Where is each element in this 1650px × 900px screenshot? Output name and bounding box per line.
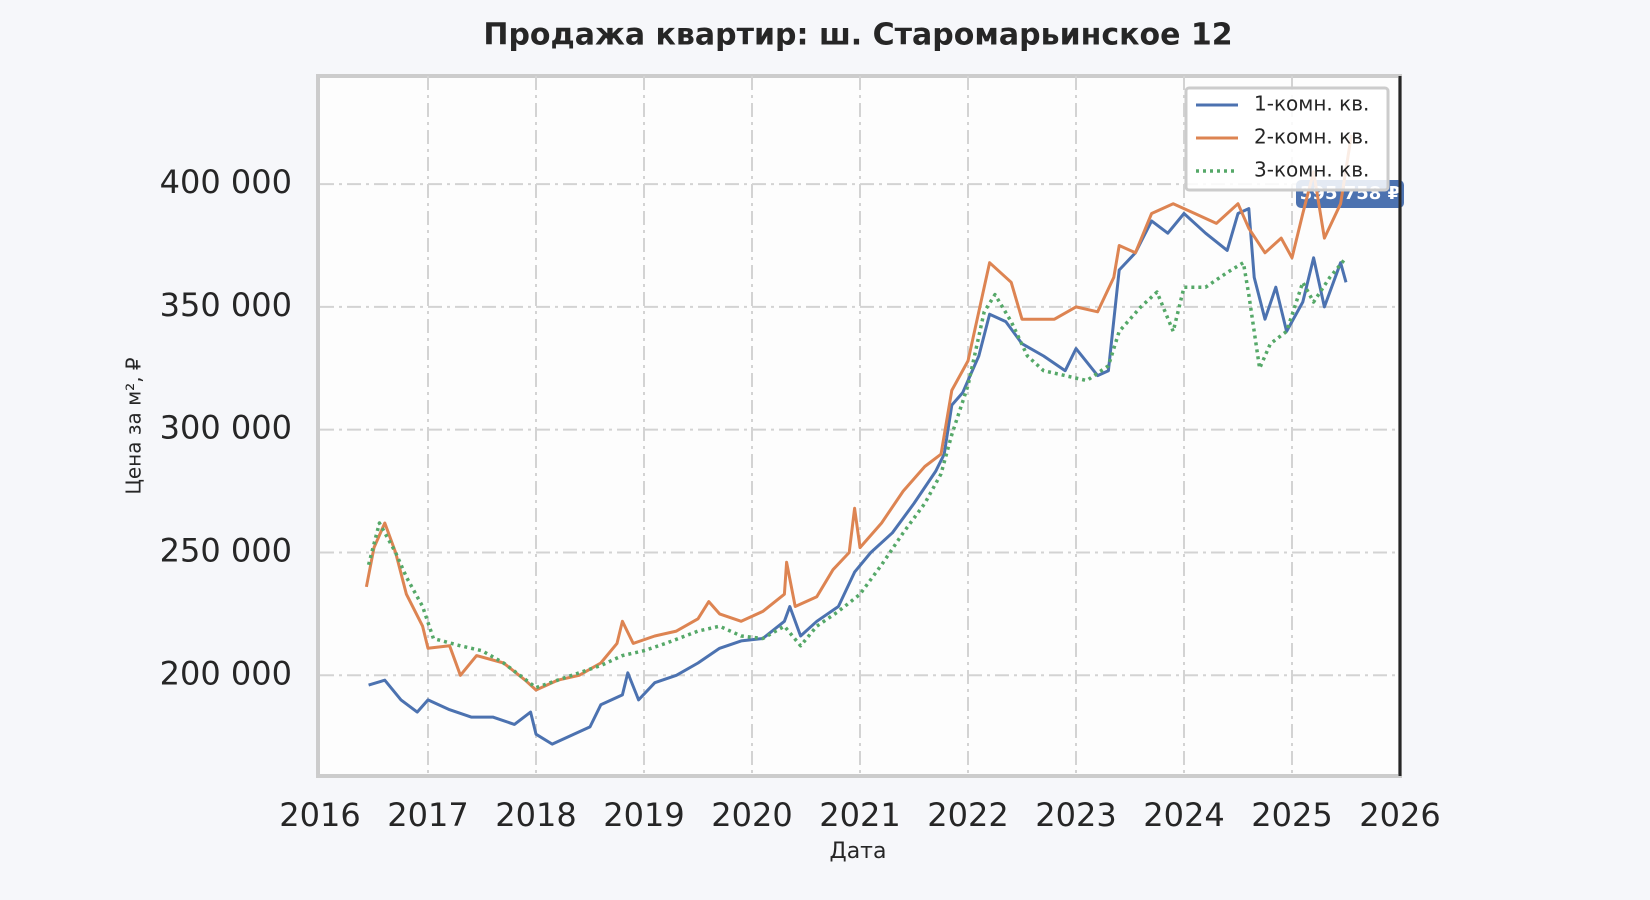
x-axis-label: Дата	[830, 839, 887, 864]
y-tick-label: 400 000	[160, 163, 292, 201]
y-tick-label: 250 000	[160, 531, 292, 569]
x-tick-label: 2020	[711, 796, 792, 834]
y-tick-label: 200 000	[160, 654, 292, 692]
x-tick-label: 2016	[279, 796, 360, 834]
legend-label: 2-комн. кв.	[1254, 125, 1369, 149]
chart-title: Продажа квартир: ш. Старомарьинское 12	[483, 18, 1232, 53]
legend-label: 1-комн. кв.	[1254, 92, 1369, 116]
x-tick-label: 2024	[1143, 796, 1224, 834]
x-tick-label: 2018	[495, 796, 576, 834]
y-tick-label: 350 000	[160, 286, 292, 324]
x-tick-label: 2023	[1035, 796, 1116, 834]
y-tick-label: 300 000	[160, 409, 292, 447]
legend-label: 3-комн. кв.	[1254, 158, 1369, 182]
x-tick-label: 2026	[1359, 796, 1440, 834]
series-line	[366, 256, 1348, 690]
x-tick-label: 2022	[927, 796, 1008, 834]
x-tick-label: 2025	[1251, 796, 1332, 834]
series-line	[368, 207, 1348, 746]
legend-box	[1184, 86, 1390, 192]
y-axis-label: Цена за м², ₽	[122, 357, 146, 495]
x-tick-label: 2019	[603, 796, 684, 834]
x-tick-label: 2017	[387, 796, 468, 834]
x-tick-label: 2021	[819, 796, 900, 834]
